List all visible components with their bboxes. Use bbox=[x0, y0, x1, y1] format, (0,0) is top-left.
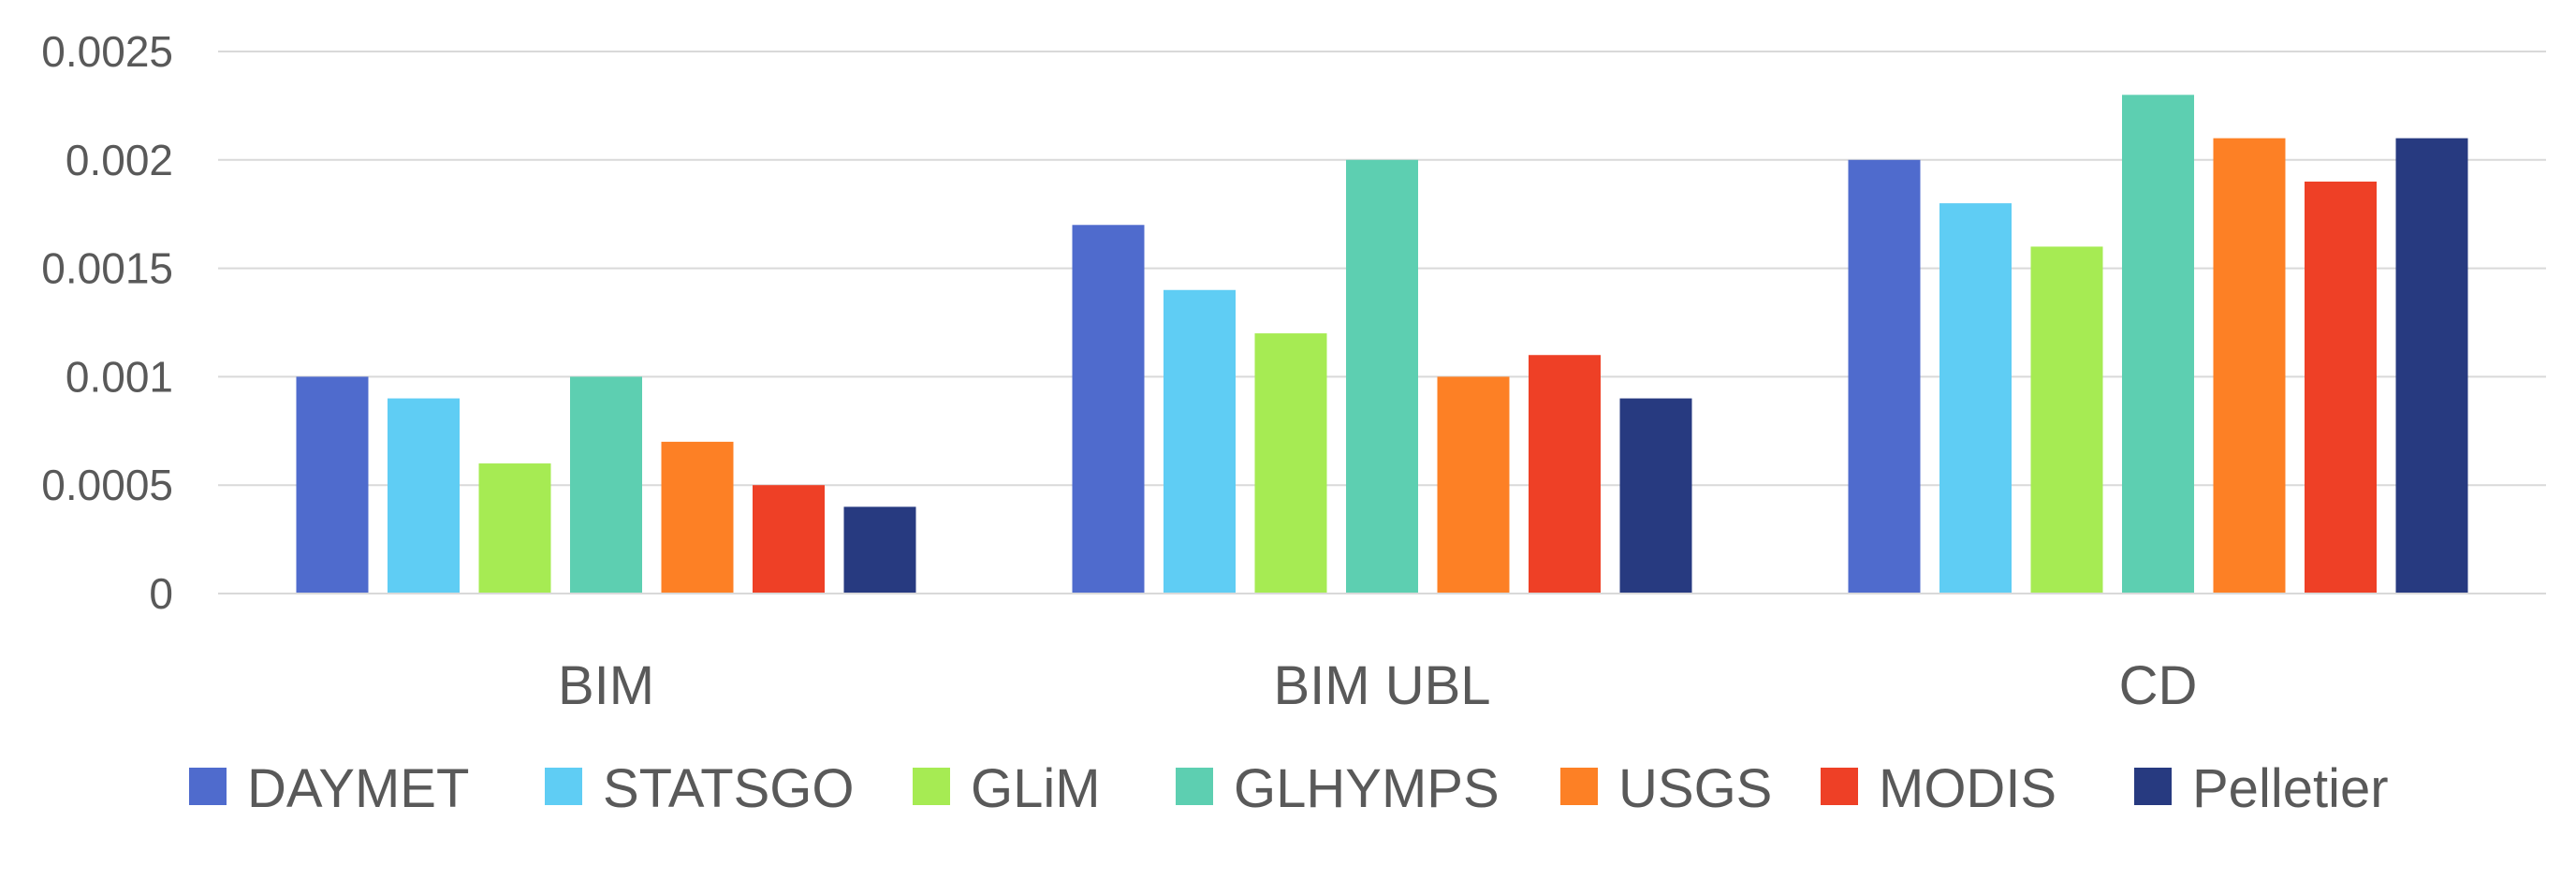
legend-item: Pelletier bbox=[2134, 758, 2389, 819]
bar-glim-bim bbox=[478, 463, 551, 594]
legend-label: STATSGO bbox=[603, 758, 855, 819]
y-tick-label: 0 bbox=[149, 569, 173, 618]
bar-glhymps-bim bbox=[570, 376, 642, 594]
y-tick-label: 0.001 bbox=[66, 352, 173, 401]
legend-swatch bbox=[913, 768, 950, 805]
bar-usgs-bim-ubl bbox=[1437, 376, 1510, 594]
y-axis-tick-labels: 0 0.0005 0.001 0.0015 0.002 0.0025 bbox=[41, 27, 173, 618]
legend-label: DAYMET bbox=[247, 758, 469, 819]
legend-swatch bbox=[1821, 768, 1858, 805]
y-tick-label: 0.002 bbox=[66, 136, 173, 184]
bar-glhymps-bim-ubl bbox=[1346, 159, 1418, 594]
bar-usgs-cd bbox=[2213, 138, 2286, 594]
legend-swatch bbox=[189, 768, 227, 805]
legend-label: GLHYMPS bbox=[1234, 758, 1500, 819]
legend-item: DAYMET bbox=[189, 758, 469, 819]
bar-glim-bim-ubl bbox=[1254, 333, 1327, 594]
bar-glhymps-cd bbox=[2122, 95, 2194, 594]
bar-usgs-bim bbox=[661, 441, 734, 594]
y-tick-label: 0.0015 bbox=[41, 244, 173, 293]
legend-swatch bbox=[1560, 768, 1598, 805]
y-tick-label: 0.0025 bbox=[41, 27, 173, 76]
bar-pelletier-bim bbox=[843, 506, 916, 594]
bar-glim-cd bbox=[2030, 246, 2103, 594]
x-category-label: BIM UBL bbox=[1273, 655, 1490, 716]
legend-swatch bbox=[2134, 768, 2172, 805]
legend-swatch bbox=[545, 768, 582, 805]
legend-item: GLHYMPS bbox=[1176, 758, 1500, 819]
x-category-label: CD bbox=[2119, 655, 2198, 716]
legend: DAYMET STATSGO GLiM GLHYMPS USGS MODIS Pelleti… bbox=[189, 758, 2389, 819]
legend-label: GLiM bbox=[971, 758, 1101, 819]
bar-modis-cd bbox=[2305, 181, 2377, 594]
bars bbox=[296, 95, 2468, 594]
legend-item: MODIS bbox=[1821, 758, 2056, 819]
legend-item: USGS bbox=[1560, 758, 1772, 819]
bar-statsgo-bim bbox=[388, 398, 460, 594]
bar-daymet-bim-ubl bbox=[1072, 225, 1145, 594]
bar-statsgo-cd bbox=[1939, 203, 2012, 594]
x-axis-category-labels: BIM BIM UBL CD bbox=[558, 655, 2197, 716]
bar-daymet-cd bbox=[1848, 159, 1921, 594]
bar-statsgo-bim-ubl bbox=[1164, 289, 1236, 594]
legend-swatch bbox=[1176, 768, 1213, 805]
bar-modis-bim bbox=[753, 485, 825, 594]
legend-label: MODIS bbox=[1879, 758, 2056, 819]
y-tick-label: 0.0005 bbox=[41, 461, 173, 509]
legend-label: USGS bbox=[1618, 758, 1772, 819]
legend-item: GLiM bbox=[913, 758, 1101, 819]
bar-pelletier-cd bbox=[2395, 138, 2468, 594]
legend-label: Pelletier bbox=[2192, 758, 2389, 819]
bar-daymet-bim bbox=[296, 376, 369, 594]
legend-item: STATSGO bbox=[545, 758, 855, 819]
bar-pelletier-bim-ubl bbox=[1619, 398, 1692, 594]
bar-modis-bim-ubl bbox=[1529, 355, 1601, 594]
x-category-label: BIM bbox=[558, 655, 654, 716]
